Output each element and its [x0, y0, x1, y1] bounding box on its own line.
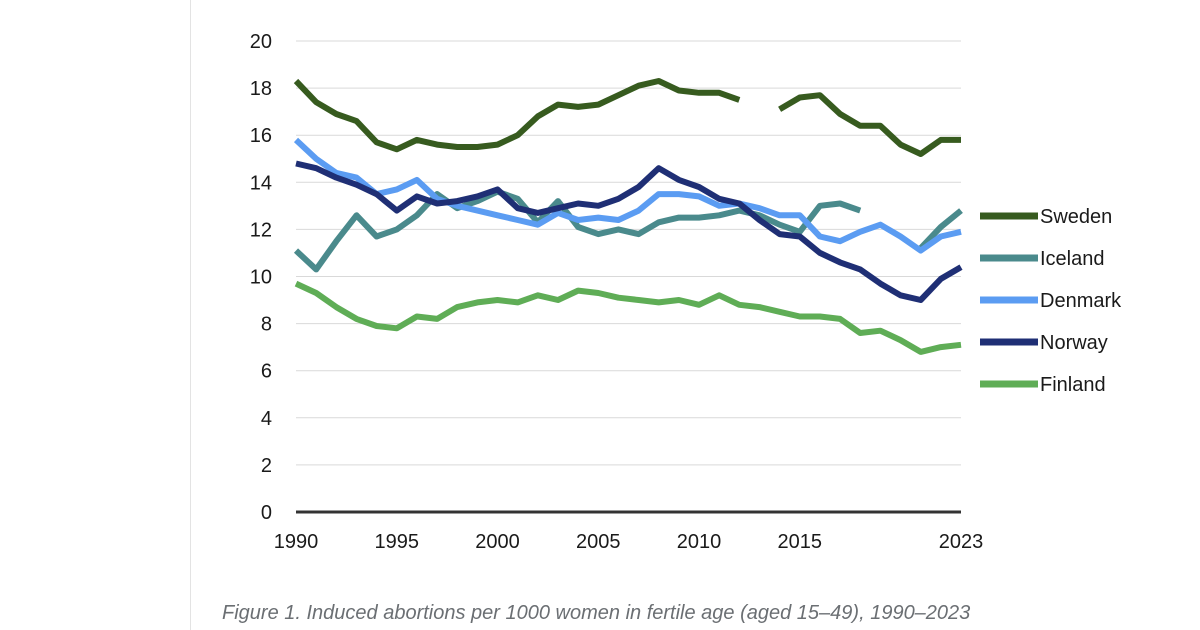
- legend-label-finland: Finland: [1040, 374, 1106, 396]
- grid-layer: [296, 40, 961, 466]
- legend-layer: Sweden Iceland Denmark Norway Finland: [980, 206, 1122, 396]
- x-tick-label: 2015: [778, 531, 823, 553]
- x-tick-label: 2000: [475, 531, 520, 553]
- y-tick-label: 18: [250, 78, 272, 100]
- content-left-rule: [190, 0, 191, 630]
- figure-caption: Figure 1. Induced abortions per 1000 wom…: [222, 602, 971, 624]
- legend-label-norway: Norway: [1040, 332, 1108, 354]
- x-tick-label: 2010: [677, 531, 722, 553]
- series-line-iceland: [293, 188, 862, 273]
- series-line-denmark: [293, 137, 962, 254]
- y-tick-label: 8: [261, 314, 272, 336]
- y-tick-label: 10: [250, 267, 272, 289]
- axis-layer: 0 2 4 6 8 10 12 14 16 18 20 1990 1995 2000 2005 2010 201…: [250, 31, 984, 553]
- series-line-norway: [295, 160, 963, 303]
- y-tick-label: 6: [261, 361, 272, 383]
- y-tick-label: 0: [261, 502, 272, 524]
- x-tick-label: 1995: [375, 531, 420, 553]
- x-tick-label: 2023: [939, 531, 984, 553]
- x-tick-label: 1990: [274, 531, 319, 553]
- series-line-iceland-2: [918, 208, 963, 251]
- series-line-sweden: [293, 78, 961, 157]
- legend-label-sweden: Sweden: [1040, 206, 1112, 228]
- series-line-finland: [294, 280, 962, 355]
- x-tick-label: 2005: [576, 531, 621, 553]
- y-tick-label: 20: [250, 31, 272, 53]
- series-layer: [293, 78, 963, 355]
- y-tick-label: 4: [261, 408, 272, 430]
- legend-label-iceland: Iceland: [1040, 248, 1105, 270]
- y-tick-label: 14: [250, 172, 272, 194]
- y-tick-label: 12: [250, 219, 272, 241]
- legend-label-denmark: Denmark: [1040, 290, 1122, 312]
- y-tick-label: 16: [250, 125, 272, 147]
- line-chart: 0 2 4 6 8 10 12 14 16 18 20 1990 1995 2000 2005 2010 201…: [250, 31, 1122, 553]
- y-tick-label: 2: [261, 455, 272, 477]
